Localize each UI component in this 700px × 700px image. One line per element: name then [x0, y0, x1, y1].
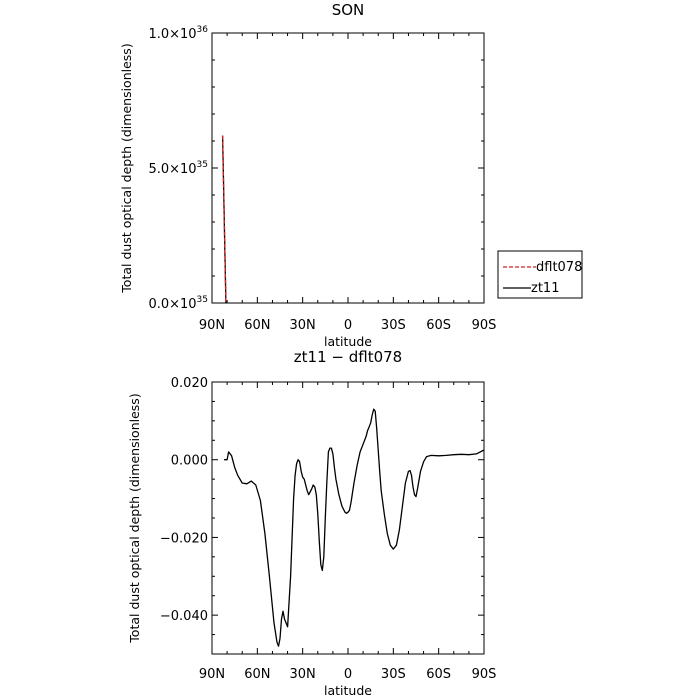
top-chart-x-tick-label: 30N	[290, 318, 316, 333]
bottom-chart-x-axis: 90N 60N 30N 0 30S 60S 90S	[199, 382, 497, 682]
bottom-chart-y-tick-label: −0.040	[160, 609, 208, 624]
top-chart-series-line-dflt078	[221, 135, 227, 304]
bottom-chart-y-tick-label: −0.020	[160, 531, 208, 546]
legend-label-dflt078: dflt078	[536, 260, 582, 275]
top-chart-panel: SON Total dust optical depth (dimensionl…	[119, 1, 496, 349]
top-chart-x-axis: 90N 60N 30N 0 30S 60S 90S	[199, 33, 497, 333]
bottom-chart-x-tick-label: 60N	[244, 667, 270, 682]
top-chart-y-axis: 0.0×1035 5.0×1035 1.0×1036	[148, 25, 484, 312]
legend-box	[497, 250, 583, 299]
top-chart-x-tick-label: 30S	[381, 318, 406, 333]
top-chart-plot-area	[221, 135, 227, 304]
bottom-chart-x-tick-label: 90N	[199, 667, 225, 682]
bottom-chart-x-tick-label: 60S	[426, 667, 451, 682]
bottom-chart-x-tick-label: 0	[344, 667, 352, 682]
bottom-chart-xlabel: latitude	[324, 683, 372, 698]
bottom-chart-x-tick-label: 30N	[290, 667, 316, 682]
legend-label-zt11: zt11	[531, 281, 559, 296]
top-chart-xlabel: latitude	[324, 334, 372, 349]
top-chart-ylabel: Total dust optical depth (dimensionless)	[119, 43, 134, 293]
bottom-chart-panel: zt11 − dflt078 Total dust optical depth …	[127, 348, 496, 698]
top-chart-x-tick-label: 90S	[472, 318, 497, 333]
top-chart-y-tick-label: 5.0×1035	[148, 160, 208, 177]
bottom-chart-title: zt11 − dflt078	[294, 348, 402, 366]
top-chart-x-tick-label: 90N	[199, 318, 225, 333]
top-chart-x-tick-label: 0	[344, 318, 352, 333]
bottom-chart-x-tick-label: 30S	[381, 667, 406, 682]
top-chart-x-tick-label: 60S	[426, 318, 451, 333]
bottom-chart-plot-area	[224, 408, 485, 647]
top-chart-frame	[211, 32, 485, 304]
top-chart-y-tick-label: 0.0×1035	[148, 295, 208, 312]
bottom-chart-y-axis: 0.020 0.000 −0.020 −0.040	[160, 376, 484, 655]
bottom-chart-y-tick-label: 0.000	[171, 454, 208, 469]
top-chart-x-tick-label: 60N	[244, 318, 270, 333]
bottom-chart-x-tick-label: 90S	[472, 667, 497, 682]
bottom-chart-ylabel: Total dust optical depth (dimensionless)	[127, 393, 142, 643]
top-chart-y-tick-label: 1.0×1036	[148, 25, 208, 42]
bottom-chart-frame	[211, 381, 485, 655]
top-chart-legend: dflt078 zt11	[497, 250, 583, 299]
bottom-chart-series-line-zt11-dflt078	[224, 408, 485, 647]
bottom-chart-y-tick-label: 0.020	[171, 376, 208, 391]
top-chart-title: SON	[332, 1, 365, 19]
